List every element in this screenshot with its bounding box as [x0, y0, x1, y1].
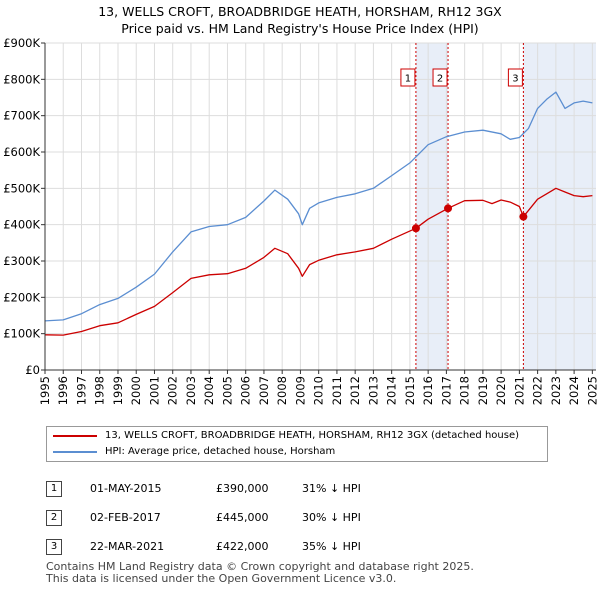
x-tick-label: 2004	[202, 376, 216, 405]
y-tick-label: £100K	[3, 327, 40, 341]
transaction-date: 22-MAR-2021	[90, 540, 165, 553]
transaction-hpi: 35% ↓ HPI	[302, 540, 361, 553]
y-tick-label: £300K	[3, 254, 40, 268]
transaction-price: £422,000	[216, 540, 269, 553]
x-tick-label: 2009	[293, 376, 307, 405]
x-tick-label: 2011	[330, 376, 344, 405]
y-tick-label: £200K	[3, 290, 40, 304]
legend-item-property: 13, WELLS CROFT, BROADBRIDGE HEATH, HORS…	[53, 430, 519, 441]
legend-item-hpi: HPI: Average price, detached house, Hors…	[53, 446, 335, 457]
y-tick-label: £400K	[3, 218, 40, 232]
legend-label-property: 13, WELLS CROFT, BROADBRIDGE HEATH, HORS…	[105, 430, 520, 441]
sale-marker-label: 3	[512, 74, 518, 85]
transaction-number: 1	[46, 480, 62, 497]
transaction-price: £445,000	[216, 511, 269, 524]
y-tick-label: £800K	[3, 72, 40, 86]
y-tick-label: £0	[25, 363, 40, 377]
transaction-date: 02-FEB-2017	[90, 511, 161, 524]
x-tick-label: 2005	[220, 376, 234, 405]
x-tick-label: 2019	[476, 376, 490, 405]
x-tick-label: 2022	[531, 376, 545, 405]
table-row: 1 01-MAY-2015 £390,000 31% ↓ HPI	[46, 474, 361, 503]
x-tick-label: 2001	[147, 376, 161, 405]
y-tick-label: £500K	[3, 181, 40, 195]
x-tick-label: 2014	[385, 376, 399, 405]
x-tick-label: 2008	[275, 376, 289, 405]
x-tick-label: 2013	[366, 376, 380, 405]
table-row: 3 22-MAR-2021 £422,000 35% ↓ HPI	[46, 532, 361, 561]
plot-area	[45, 43, 596, 370]
table-row: 2 02-FEB-2017 £445,000 30% ↓ HPI	[46, 503, 361, 532]
x-tick-label: 2012	[348, 376, 362, 405]
chart-title: 13, WELLS CROFT, BROADBRIDGE HEATH, HORS…	[98, 4, 502, 19]
legend: 13, WELLS CROFT, BROADBRIDGE HEATH, HORS…	[46, 426, 548, 462]
chart-subtitle: Price paid vs. HM Land Registry's House …	[121, 21, 479, 36]
sale-marker-box	[507, 68, 523, 87]
legend-swatch-blue	[53, 450, 97, 453]
transaction-date: 01-MAY-2015	[90, 482, 162, 495]
y-tick-label: £900K	[3, 36, 40, 50]
x-tick-label: 1996	[56, 376, 70, 405]
x-tick-label: 2025	[585, 376, 599, 405]
x-tick-label: 1998	[93, 376, 107, 405]
property-price-line	[44, 187, 593, 336]
sale-marker-box	[400, 68, 416, 87]
price-chart: 1 2 3 £0 £100K £200K £300K £400K £500K £600K £700…	[3, 36, 599, 405]
x-tick-label: 2006	[239, 376, 253, 405]
x-tick-label: 2010	[312, 376, 326, 405]
x-tick-label: 2023	[549, 376, 563, 405]
x-tick-label: 2007	[257, 376, 271, 405]
x-tick-label: 2000	[129, 376, 143, 405]
sale-marker-label: 2	[437, 74, 443, 85]
x-tick-label: 2016	[421, 376, 435, 405]
x-tick-label: 2020	[494, 376, 508, 405]
x-tick-label: 1999	[111, 376, 125, 405]
x-tick-label: 2024	[567, 376, 581, 405]
x-tick-label: 2021	[512, 376, 526, 405]
transaction-number: 2	[46, 509, 62, 526]
footer-copyright: Contains HM Land Registry data © Crown c…	[46, 560, 474, 573]
x-tick-label: 2002	[166, 376, 180, 405]
sale-point	[444, 204, 453, 213]
shaded-range	[415, 43, 449, 370]
x-tick-label: 2015	[403, 376, 417, 405]
x-tick-label: 2017	[439, 376, 453, 405]
shaded-range	[523, 43, 596, 370]
x-tick-label: 1995	[38, 376, 52, 405]
sale-marker-label: 1	[405, 74, 411, 85]
x-tick-label: 2003	[184, 376, 198, 405]
hpi-line	[44, 91, 593, 322]
transaction-hpi: 31% ↓ HPI	[302, 482, 361, 495]
x-tick-label: 2018	[458, 376, 472, 405]
transaction-hpi: 30% ↓ HPI	[302, 511, 361, 524]
legend-label-hpi: HPI: Average price, detached house, Hors…	[105, 446, 336, 457]
sale-marker-box	[432, 68, 448, 87]
transactions-table: 1 01-MAY-2015 £390,000 31% ↓ HPI 2 02-FE…	[46, 474, 361, 561]
legend-swatch-red	[53, 434, 97, 437]
sale-point	[519, 212, 528, 221]
x-tick-label: 1997	[74, 376, 88, 405]
transaction-number: 3	[46, 538, 62, 555]
sale-point	[411, 224, 420, 233]
footer: Contains HM Land Registry data © Crown c…	[46, 561, 474, 585]
transaction-price: £390,000	[216, 482, 269, 495]
y-tick-label: £700K	[3, 109, 40, 123]
y-tick-label: £600K	[3, 145, 40, 159]
footer-licence: This data is licensed under the Open Gov…	[46, 572, 397, 585]
